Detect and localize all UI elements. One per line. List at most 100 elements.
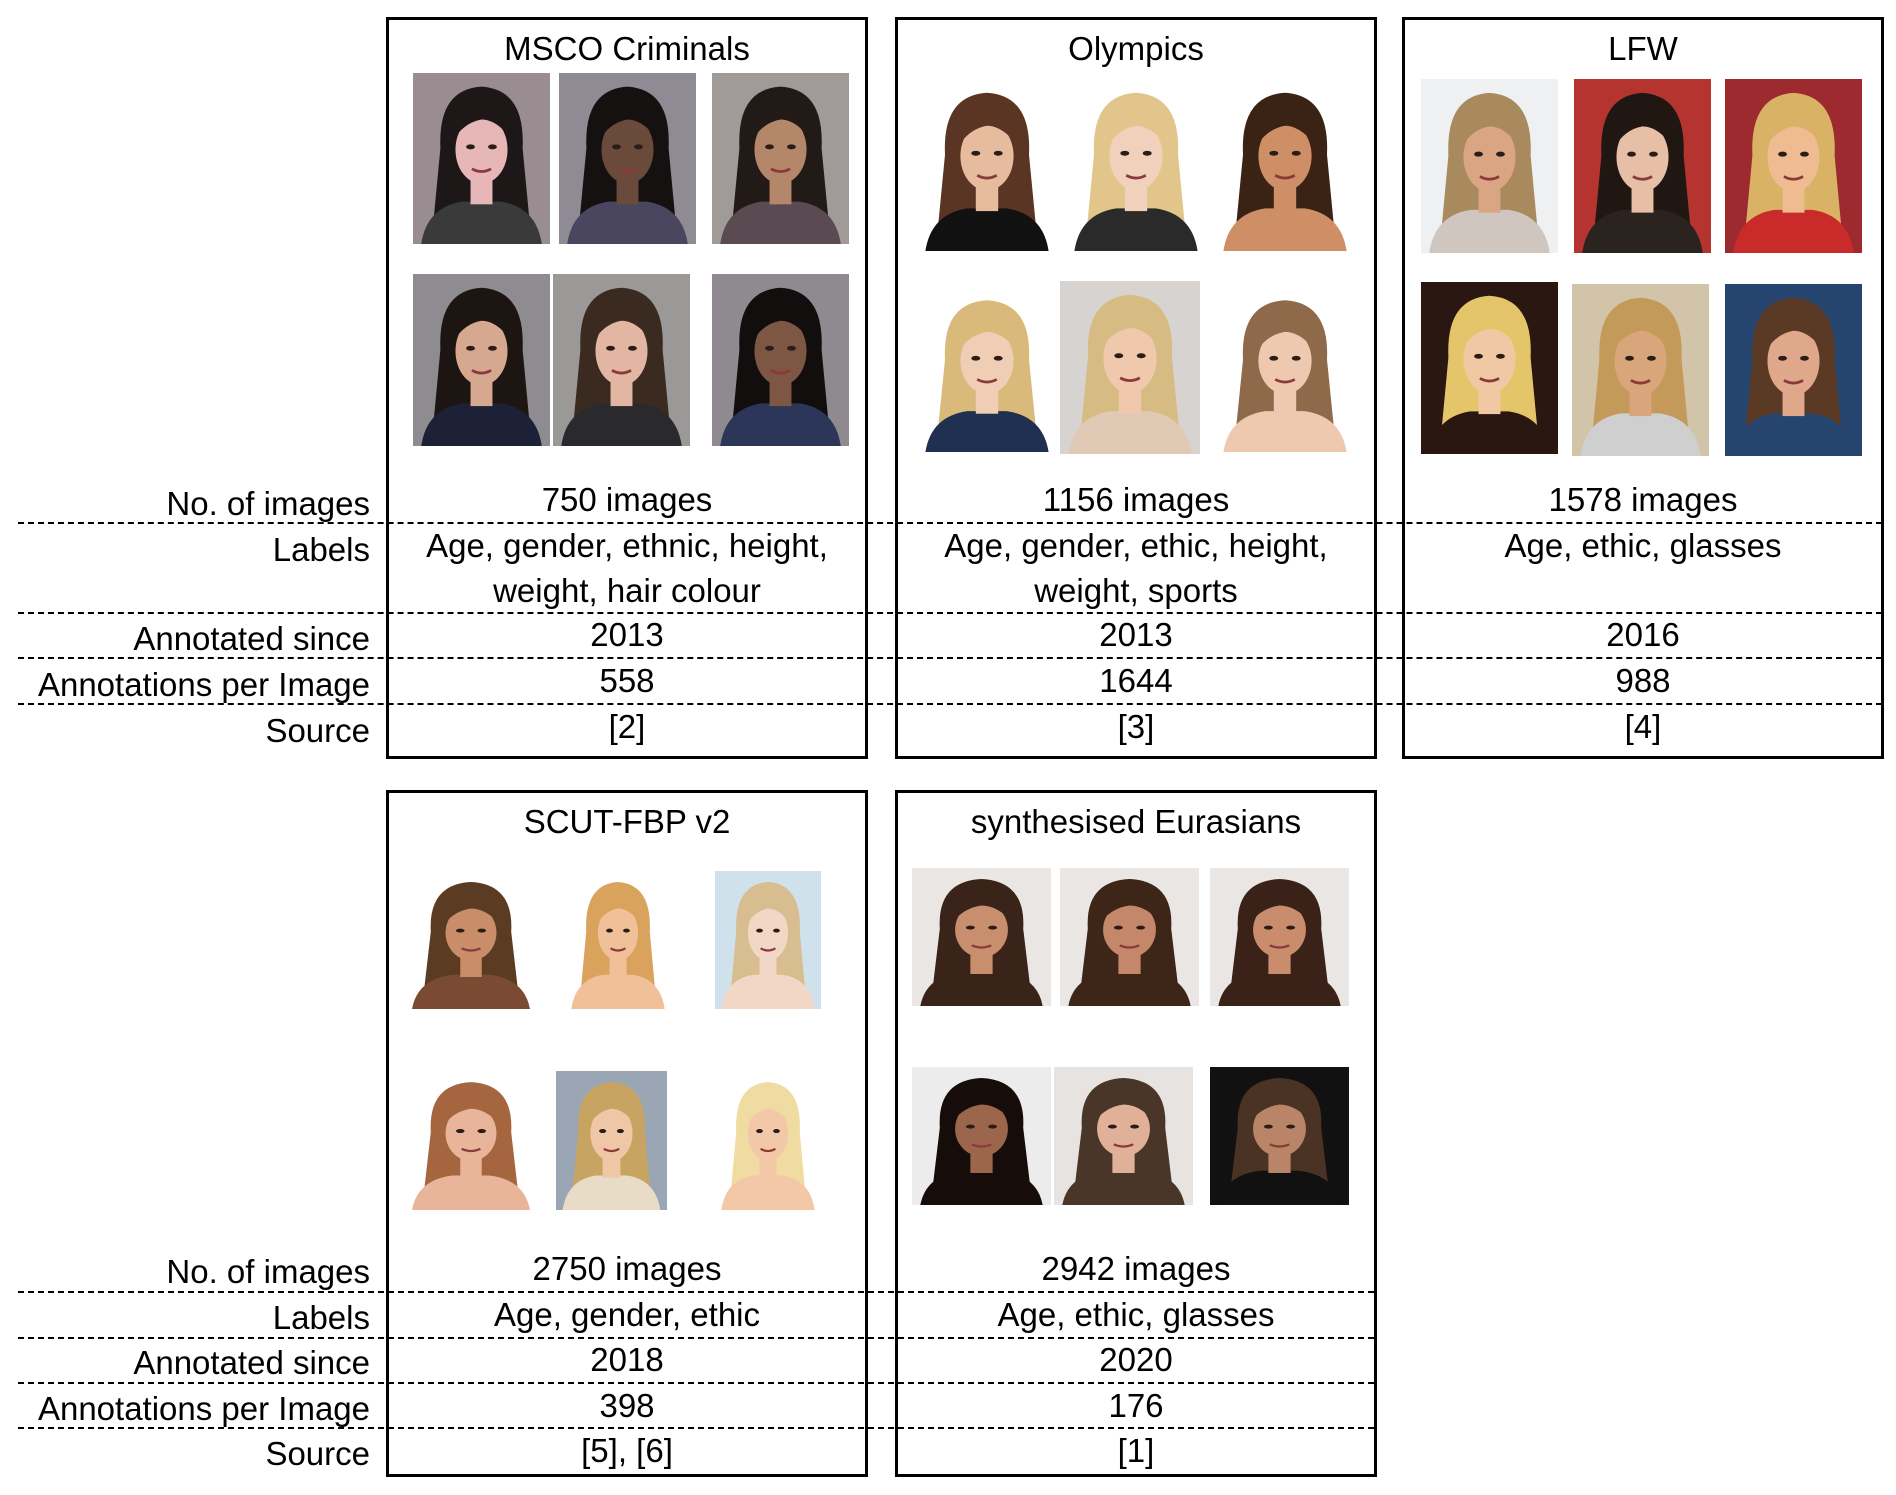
face-photo (712, 73, 849, 244)
face-photo (556, 1071, 667, 1210)
face-photo (1060, 281, 1200, 454)
face-photo (1725, 284, 1862, 456)
face-photo (1574, 79, 1711, 253)
face-photo (917, 287, 1057, 452)
face-illustration (559, 73, 696, 244)
cell-images: 1578 images (1548, 481, 1738, 518)
face-illustration (1725, 79, 1862, 253)
face-illustration (1725, 284, 1862, 456)
row-label-per-image: Annotations per Image (37, 1390, 370, 1427)
face-illustration (715, 1071, 821, 1210)
row-divider (18, 1427, 1374, 1429)
row-divider (18, 1382, 1374, 1384)
cell-labels-line: Age, gender, ethic (493, 1296, 761, 1333)
row-divider (18, 657, 1882, 659)
cell-source: [5], [6] (581, 1432, 673, 1469)
face-photo (1421, 79, 1558, 253)
row-divider (18, 1337, 1374, 1339)
face-illustration (917, 287, 1057, 452)
face-illustration (1215, 287, 1355, 452)
cell-labels-line: weight, sports (1034, 572, 1238, 609)
cell-labels: Age, gender, ethic (389, 1292, 865, 1337)
face-illustration (1210, 868, 1349, 1006)
row-label-images: No. of images (166, 1253, 370, 1290)
cell-per-image: 558 (599, 662, 655, 699)
cell-images: 2750 images (532, 1250, 722, 1287)
face-illustration (1066, 79, 1206, 251)
cell-labels-line: Age, gender, ethic, height, (944, 527, 1328, 564)
face-photo (1215, 287, 1355, 452)
face-illustration (1574, 79, 1711, 253)
cell-labels-line: Age, ethic, glasses (997, 1296, 1275, 1333)
row-label-source: Source (265, 712, 370, 749)
cell-source: [4] (1624, 708, 1662, 745)
face-illustration (912, 868, 1051, 1006)
face-illustration (917, 79, 1057, 251)
cell-labels-line: Age, gender, ethnic, height, (426, 527, 828, 564)
cell-since: 2013 (590, 616, 664, 653)
row-divider (18, 1291, 1374, 1293)
cell-source: [3] (1117, 708, 1155, 745)
cell-images: 750 images (541, 481, 713, 518)
face-illustration (553, 274, 690, 446)
cell-images: 1156 images (1042, 481, 1230, 518)
dataset-title: MSCO Criminals (504, 30, 750, 67)
cell-since: 2020 (1099, 1341, 1173, 1378)
face-photo (404, 871, 538, 1009)
face-photo (917, 79, 1057, 251)
dataset-panel-scut: SCUT-FBP v2 (386, 790, 868, 1477)
face-photo (712, 274, 849, 446)
row-label-since: Annotated since (133, 1344, 370, 1381)
row-label-since: Annotated since (133, 620, 370, 657)
face-photo (1060, 868, 1199, 1006)
cell-per-image: 988 (1615, 662, 1671, 699)
face-illustration (712, 274, 849, 446)
cell-labels-line: weight, hair colour (493, 572, 761, 609)
face-illustration (413, 73, 550, 244)
cell-labels: Age, ethic, glasses (898, 1292, 1374, 1337)
face-illustration (712, 73, 849, 244)
face-illustration (912, 1067, 1051, 1205)
face-illustration (1060, 868, 1199, 1006)
dataset-title: LFW (1608, 30, 1678, 67)
face-photo (1421, 282, 1558, 454)
dataset-panel-eurasians: synthesised Eurasians (895, 790, 1377, 1477)
face-photo (1054, 1067, 1193, 1205)
dataset-panel-olympics: Olympics (895, 17, 1377, 759)
row-divider (18, 612, 1882, 614)
face-photo (565, 871, 671, 1009)
face-photo (1215, 79, 1355, 251)
dataset-title: synthesised Eurasians (970, 803, 1302, 840)
face-illustration (1215, 79, 1355, 251)
face-illustration (404, 871, 538, 1009)
face-illustration (565, 871, 671, 1009)
face-illustration (1421, 282, 1558, 454)
face-illustration (715, 871, 821, 1009)
row-label-labels: Labels (272, 531, 370, 568)
cell-source: [2] (608, 708, 646, 745)
face-illustration (1054, 1067, 1193, 1205)
cell-since: 2013 (1099, 616, 1173, 653)
face-illustration (1572, 284, 1709, 456)
face-illustration (556, 1071, 667, 1210)
cell-since: 2018 (590, 1341, 664, 1378)
cell-since: 2016 (1606, 616, 1680, 653)
cell-per-image: 1644 (1099, 662, 1173, 699)
face-photo (1066, 79, 1206, 251)
face-photo (413, 274, 550, 446)
cell-labels-line: Age, ethic, glasses (1504, 527, 1782, 564)
cell-source: [1] (1117, 1432, 1155, 1469)
face-photo (1725, 79, 1862, 253)
face-photo (413, 73, 550, 244)
face-photo (715, 1071, 821, 1210)
cell-per-image: 398 (599, 1387, 655, 1424)
row-label-images: No. of images (166, 485, 370, 522)
face-photo (912, 868, 1051, 1006)
row-label-labels: Labels (272, 1299, 370, 1336)
face-photo (553, 274, 690, 446)
cell-per-image: 176 (1108, 1387, 1164, 1424)
face-illustration (1210, 1067, 1349, 1205)
face-photo (912, 1067, 1051, 1205)
row-divider (18, 522, 1882, 524)
row-label-source: Source (265, 1435, 370, 1472)
